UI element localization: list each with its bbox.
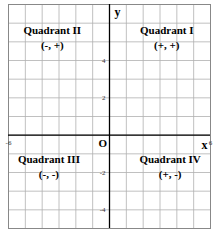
svg-text:Quadrant II: Quadrant II xyxy=(23,24,81,36)
svg-text:-4: -4 xyxy=(100,206,106,214)
svg-text:y: y xyxy=(115,5,121,19)
svg-text:(+, +): (+, +) xyxy=(154,39,180,52)
svg-text:O: O xyxy=(98,137,107,149)
svg-text:(-, +): (-, +) xyxy=(41,39,64,52)
svg-text:6: 6 xyxy=(209,139,213,147)
svg-text:Quadrant III: Quadrant III xyxy=(18,153,80,165)
svg-text:(+, -): (+, -) xyxy=(159,168,182,181)
svg-text:x: x xyxy=(202,138,208,152)
svg-text:Quadrant I: Quadrant I xyxy=(140,24,194,36)
svg-text:-6: -6 xyxy=(6,139,12,147)
svg-text:2: 2 xyxy=(102,94,106,102)
svg-text:4: 4 xyxy=(102,57,106,65)
svg-text:(-, -): (-, -) xyxy=(39,168,59,181)
svg-text:Quadrant IV: Quadrant IV xyxy=(139,153,200,165)
svg-text:-2: -2 xyxy=(100,169,106,177)
